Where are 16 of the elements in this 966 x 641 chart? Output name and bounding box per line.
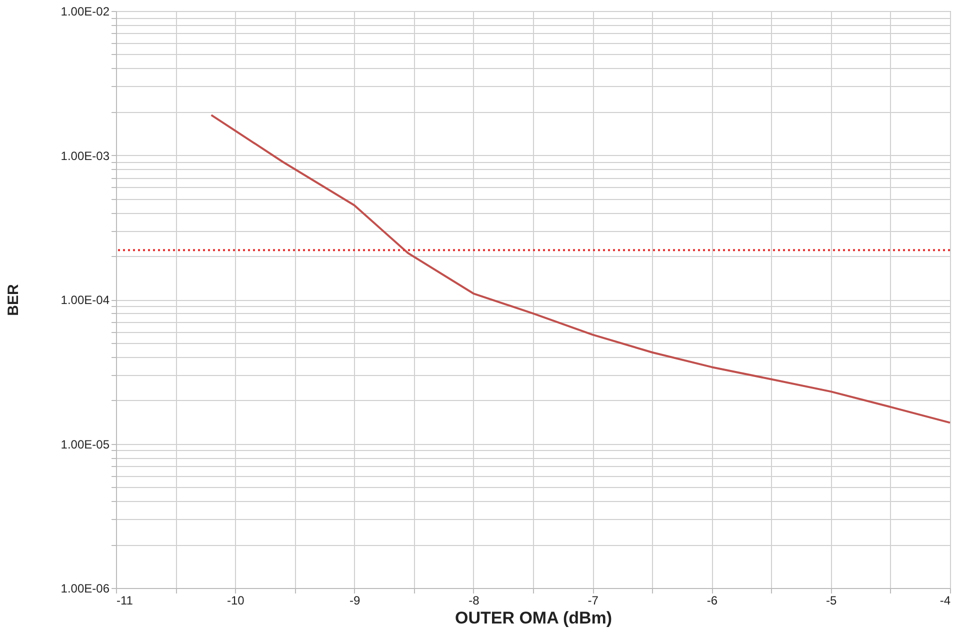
y-tick-label: 1.00E-02 [60,4,110,18]
x-tick-label: -9 [349,594,360,608]
x-tick-label: -6 [706,594,718,608]
x-tick-label: -5 [826,594,838,608]
y-tick-label: 1.00E-03 [60,148,110,163]
x-tick-label: -4 [940,594,951,608]
y-tick-label: 1.00E-04 [60,293,110,307]
x-tick-label: -11 [116,594,134,608]
y-tick-label: 1.00E-05 [60,437,110,452]
x-tick-label: -8 [468,594,480,608]
x-tick-label: -10 [226,594,245,608]
y-axis-title: BER [4,284,22,316]
line-series [210,114,951,424]
y-tick-label: 1.00E-06 [60,582,110,596]
x-axis-title: OUTER OMA (dBm) [454,608,612,628]
x-tick-label: -7 [588,594,599,608]
